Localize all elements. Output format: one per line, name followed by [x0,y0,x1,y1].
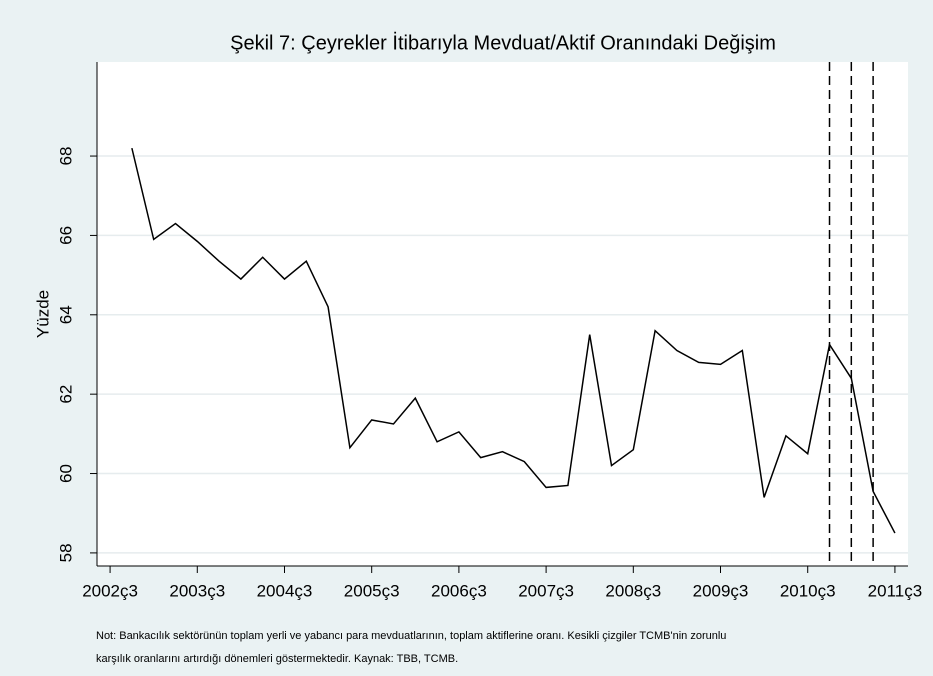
plot-area [97,62,908,566]
note: Not: Bankacılık sektörünün toplam yerli … [96,630,726,642]
x-tick-label: 2009ç3 [693,581,749,600]
x-tick-label: 2008ç3 [605,581,661,600]
x-tick-label: 2006ç3 [431,581,487,600]
note: karşılık oranlarını artırdığı dönemleri … [96,653,458,665]
x-tick-label: 2002ç3 [82,581,138,600]
x-tick-label: 2004ç3 [257,581,313,600]
y-tick-label: 58 [56,543,75,562]
y-tick-label: 60 [56,464,75,483]
y-axis-label: Yüzde [33,290,52,338]
x-tick-label: 2005ç3 [344,581,400,600]
x-tick-label: 2010ç3 [780,581,836,600]
y-tick-label: 68 [56,147,75,166]
chart-title: Şekil 7: Çeyrekler İtibarıyla Mevduat/Ak… [230,31,776,54]
y-tick-label: 62 [56,385,75,404]
y-tick-label: 66 [56,226,75,245]
x-tick-label: 2007ç3 [518,581,574,600]
y-tick-label: 64 [56,305,75,324]
x-tick-label: 2011ç3 [868,581,923,600]
data-line [131,147,896,534]
x-tick-label: 2003ç3 [169,581,225,600]
